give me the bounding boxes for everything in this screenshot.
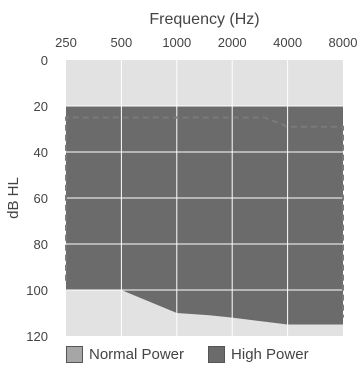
x-tick-label: 500 — [111, 35, 133, 50]
grid-layer — [66, 60, 343, 336]
legend-swatch-high-power — [208, 346, 226, 363]
legend: Normal Power High Power — [66, 346, 333, 363]
y-tick-label: 60 — [34, 191, 48, 206]
y-axis-title: dB HL — [5, 177, 22, 219]
y-tick-label: 40 — [34, 145, 48, 160]
x-axis-title: Frequency (Hz) — [149, 11, 259, 28]
x-tick-label: 250 — [55, 35, 77, 50]
threshold-line-layer — [65, 116, 344, 318]
y-tick-label: 20 — [34, 99, 48, 114]
x-tick-label: 1000 — [162, 35, 191, 50]
y-tick-label: 100 — [26, 283, 48, 298]
y-tick-labels: 0 20 40 60 80 100 120 — [26, 53, 48, 344]
y-tick-label: 80 — [34, 237, 48, 252]
high-power-area-layer — [66, 106, 343, 325]
legend-label-normal-power: Normal Power — [89, 346, 185, 363]
legend-swatch-normal-power — [66, 346, 83, 363]
threshold-dashed-line — [65, 116, 344, 318]
y-tick-label: 0 — [41, 53, 48, 68]
legend-item-normal-power: Normal Power — [66, 346, 184, 363]
x-tick-label: 4000 — [273, 35, 302, 50]
x-tick-label: 2000 — [218, 35, 247, 50]
x-tick-labels: 250 500 1000 2000 4000 8000 — [55, 35, 357, 50]
y-tick-label: 120 — [26, 329, 48, 344]
high-power-area — [66, 106, 343, 325]
x-tick-label: 8000 — [329, 35, 358, 50]
legend-item-high-power: High Power — [208, 346, 309, 363]
legend-label-high-power: High Power — [231, 346, 309, 363]
